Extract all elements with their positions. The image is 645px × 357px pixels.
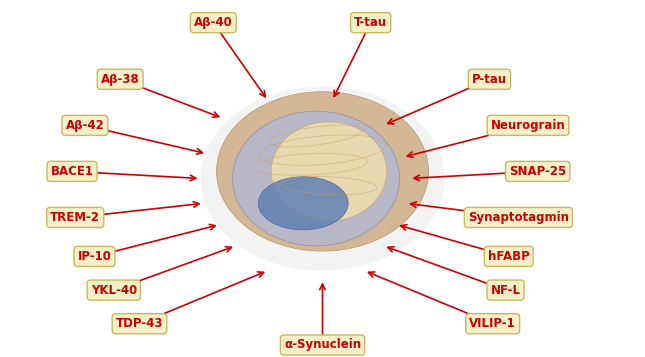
Text: TDP-43: TDP-43 — [115, 317, 163, 330]
Ellipse shape — [271, 122, 387, 221]
Text: hFABP: hFABP — [488, 250, 530, 263]
Text: Aβ-42: Aβ-42 — [66, 119, 104, 132]
Text: T-tau: T-tau — [354, 16, 387, 29]
Text: α-Synuclein: α-Synuclein — [284, 338, 361, 352]
Ellipse shape — [217, 92, 428, 251]
Text: P-tau: P-tau — [472, 73, 507, 86]
Ellipse shape — [258, 177, 348, 230]
Text: BACE1: BACE1 — [50, 165, 94, 178]
Text: VILIP-1: VILIP-1 — [470, 317, 516, 330]
Text: NF-L: NF-L — [491, 283, 521, 297]
Text: SNAP-25: SNAP-25 — [509, 165, 566, 178]
Text: Synaptotagmin: Synaptotagmin — [468, 211, 569, 224]
Ellipse shape — [201, 86, 444, 271]
Text: IP-10: IP-10 — [77, 250, 112, 263]
Text: Neurograin: Neurograin — [491, 119, 566, 132]
Text: Aβ-38: Aβ-38 — [101, 73, 139, 86]
Text: TREM-2: TREM-2 — [50, 211, 100, 224]
Text: YKL-40: YKL-40 — [91, 283, 137, 297]
Ellipse shape — [233, 111, 399, 246]
Text: Aβ-40: Aβ-40 — [194, 16, 233, 29]
